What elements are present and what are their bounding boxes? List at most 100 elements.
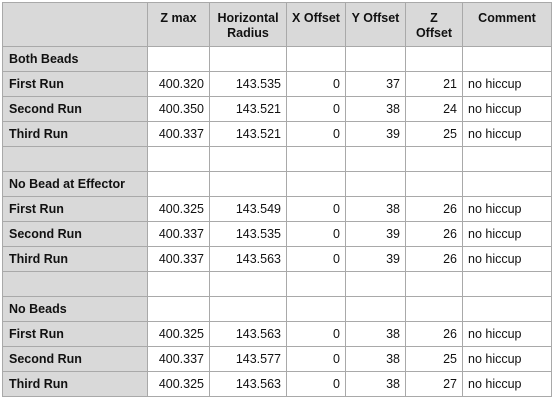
- cell-comment[interactable]: no hiccup: [462, 246, 552, 272]
- empty-cell[interactable]: [462, 271, 552, 297]
- empty-cell[interactable]: [286, 146, 346, 172]
- empty-cell[interactable]: [345, 46, 406, 72]
- row-label[interactable]: Third Run: [2, 246, 148, 272]
- cell-x-offset[interactable]: 0: [286, 221, 346, 247]
- cell-comment[interactable]: no hiccup: [462, 321, 552, 347]
- cell-y-offset[interactable]: 38: [345, 321, 406, 347]
- blank-cell[interactable]: [2, 146, 148, 172]
- cell-z-offset[interactable]: 25: [405, 121, 463, 147]
- cell-y-offset[interactable]: 37: [345, 71, 406, 97]
- blank-cell[interactable]: [2, 271, 148, 297]
- empty-cell[interactable]: [405, 171, 463, 197]
- cell-z-max[interactable]: 400.320: [147, 71, 210, 97]
- row-label[interactable]: Second Run: [2, 96, 148, 122]
- cell-y-offset[interactable]: 38: [345, 96, 406, 122]
- column-header-z-offset[interactable]: Z Offset: [405, 2, 463, 47]
- empty-cell[interactable]: [209, 46, 287, 72]
- empty-cell[interactable]: [147, 46, 210, 72]
- empty-cell[interactable]: [209, 171, 287, 197]
- cell-x-offset[interactable]: 0: [286, 121, 346, 147]
- empty-cell[interactable]: [345, 171, 406, 197]
- empty-cell[interactable]: [286, 46, 346, 72]
- cell-horizontal-radius[interactable]: 143.521: [209, 96, 287, 122]
- cell-z-offset[interactable]: 25: [405, 346, 463, 372]
- cell-horizontal-radius[interactable]: 143.577: [209, 346, 287, 372]
- empty-cell[interactable]: [462, 171, 552, 197]
- cell-z-offset[interactable]: 26: [405, 321, 463, 347]
- cell-x-offset[interactable]: 0: [286, 246, 346, 272]
- empty-cell[interactable]: [462, 146, 552, 172]
- section-label[interactable]: Both Beads: [2, 46, 148, 72]
- cell-z-offset[interactable]: 26: [405, 196, 463, 222]
- cell-x-offset[interactable]: 0: [286, 196, 346, 222]
- cell-comment[interactable]: no hiccup: [462, 221, 552, 247]
- cell-z-max[interactable]: 400.337: [147, 246, 210, 272]
- empty-cell[interactable]: [462, 296, 552, 322]
- empty-cell[interactable]: [147, 296, 210, 322]
- empty-cell[interactable]: [405, 271, 463, 297]
- cell-comment[interactable]: no hiccup: [462, 96, 552, 122]
- cell-z-max[interactable]: 400.325: [147, 196, 210, 222]
- cell-y-offset[interactable]: 38: [345, 371, 406, 397]
- empty-cell[interactable]: [147, 171, 210, 197]
- cell-z-offset[interactable]: 26: [405, 221, 463, 247]
- cell-comment[interactable]: no hiccup: [462, 346, 552, 372]
- empty-cell[interactable]: [345, 146, 406, 172]
- column-header-horizontal-radius[interactable]: Horizontal Radius: [209, 2, 287, 47]
- row-label[interactable]: First Run: [2, 196, 148, 222]
- cell-y-offset[interactable]: 39: [345, 221, 406, 247]
- cell-y-offset[interactable]: 39: [345, 246, 406, 272]
- cell-comment[interactable]: no hiccup: [462, 371, 552, 397]
- cell-z-max[interactable]: 400.325: [147, 321, 210, 347]
- row-label[interactable]: Third Run: [2, 121, 148, 147]
- cell-z-max[interactable]: 400.337: [147, 221, 210, 247]
- cell-z-max[interactable]: 400.337: [147, 346, 210, 372]
- empty-cell[interactable]: [147, 271, 210, 297]
- cell-x-offset[interactable]: 0: [286, 96, 346, 122]
- cell-x-offset[interactable]: 0: [286, 321, 346, 347]
- cell-horizontal-radius[interactable]: 143.549: [209, 196, 287, 222]
- row-label[interactable]: First Run: [2, 321, 148, 347]
- empty-cell[interactable]: [209, 271, 287, 297]
- section-label[interactable]: No Bead at Effector: [2, 171, 148, 197]
- cell-z-offset[interactable]: 24: [405, 96, 463, 122]
- cell-horizontal-radius[interactable]: 143.521: [209, 121, 287, 147]
- column-header[interactable]: [2, 2, 148, 47]
- cell-comment[interactable]: no hiccup: [462, 121, 552, 147]
- cell-z-max[interactable]: 400.325: [147, 371, 210, 397]
- row-label[interactable]: Second Run: [2, 346, 148, 372]
- cell-x-offset[interactable]: 0: [286, 346, 346, 372]
- row-label[interactable]: Second Run: [2, 221, 148, 247]
- cell-comment[interactable]: no hiccup: [462, 196, 552, 222]
- cell-horizontal-radius[interactable]: 143.563: [209, 246, 287, 272]
- column-header-x-offset[interactable]: X Offset: [286, 2, 346, 47]
- empty-cell[interactable]: [209, 296, 287, 322]
- empty-cell[interactable]: [345, 271, 406, 297]
- empty-cell[interactable]: [405, 46, 463, 72]
- cell-horizontal-radius[interactable]: 143.563: [209, 321, 287, 347]
- cell-z-offset[interactable]: 27: [405, 371, 463, 397]
- row-label[interactable]: Third Run: [2, 371, 148, 397]
- empty-cell[interactable]: [405, 146, 463, 172]
- row-label[interactable]: First Run: [2, 71, 148, 97]
- cell-x-offset[interactable]: 0: [286, 71, 346, 97]
- cell-z-max[interactable]: 400.337: [147, 121, 210, 147]
- empty-cell[interactable]: [345, 296, 406, 322]
- section-label[interactable]: No Beads: [2, 296, 148, 322]
- cell-horizontal-radius[interactable]: 143.535: [209, 221, 287, 247]
- cell-z-offset[interactable]: 26: [405, 246, 463, 272]
- column-header-z-max[interactable]: Z max: [147, 2, 210, 47]
- cell-y-offset[interactable]: 38: [345, 196, 406, 222]
- empty-cell[interactable]: [147, 146, 210, 172]
- column-header-comment[interactable]: Comment: [462, 2, 552, 47]
- cell-y-offset[interactable]: 39: [345, 121, 406, 147]
- cell-comment[interactable]: no hiccup: [462, 71, 552, 97]
- cell-horizontal-radius[interactable]: 143.535: [209, 71, 287, 97]
- empty-cell[interactable]: [405, 296, 463, 322]
- empty-cell[interactable]: [462, 46, 552, 72]
- empty-cell[interactable]: [209, 146, 287, 172]
- column-header-y-offset[interactable]: Y Offset: [345, 2, 406, 47]
- cell-y-offset[interactable]: 38: [345, 346, 406, 372]
- empty-cell[interactable]: [286, 171, 346, 197]
- cell-x-offset[interactable]: 0: [286, 371, 346, 397]
